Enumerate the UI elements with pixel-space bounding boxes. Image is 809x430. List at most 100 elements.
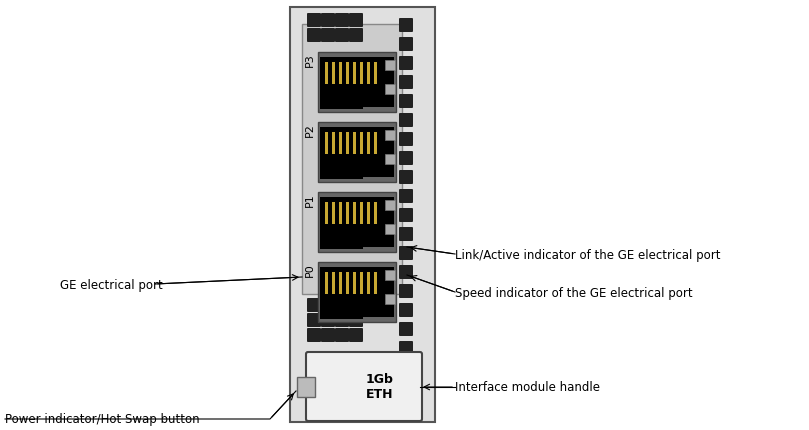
Bar [360, 272, 363, 294]
FancyBboxPatch shape [321, 298, 335, 312]
FancyBboxPatch shape [307, 298, 321, 312]
Bar [332, 272, 335, 294]
Text: 1Gb
ETH: 1Gb ETH [366, 372, 394, 400]
Bar [320, 58, 394, 108]
FancyBboxPatch shape [307, 328, 321, 342]
FancyBboxPatch shape [335, 313, 349, 327]
FancyBboxPatch shape [335, 298, 349, 312]
FancyBboxPatch shape [335, 14, 349, 28]
Bar [339, 203, 342, 224]
FancyBboxPatch shape [335, 328, 349, 342]
Bar [320, 247, 363, 249]
FancyBboxPatch shape [399, 360, 413, 374]
Bar [353, 63, 356, 85]
FancyBboxPatch shape [399, 57, 413, 71]
Bar [302, 25, 402, 294]
Bar [367, 63, 370, 85]
Bar [320, 317, 363, 319]
FancyBboxPatch shape [399, 398, 413, 412]
FancyBboxPatch shape [307, 14, 321, 28]
FancyBboxPatch shape [399, 152, 413, 166]
FancyBboxPatch shape [349, 313, 363, 327]
Bar [374, 133, 377, 155]
FancyBboxPatch shape [399, 38, 413, 52]
Text: P2: P2 [305, 123, 315, 137]
Bar [339, 133, 342, 155]
Bar [346, 133, 349, 155]
Bar [346, 272, 349, 294]
FancyBboxPatch shape [399, 284, 413, 298]
Bar [385, 200, 395, 211]
FancyBboxPatch shape [399, 341, 413, 355]
Bar [385, 61, 395, 71]
Bar [325, 203, 328, 224]
Text: Speed indicator of the GE electrical port: Speed indicator of the GE electrical por… [455, 286, 693, 299]
Bar [332, 203, 335, 224]
Bar [385, 155, 395, 165]
Bar [339, 63, 342, 85]
FancyBboxPatch shape [321, 29, 335, 43]
FancyBboxPatch shape [349, 298, 363, 312]
Text: P0: P0 [305, 262, 315, 276]
Bar [346, 63, 349, 85]
FancyBboxPatch shape [399, 190, 413, 203]
Bar [325, 272, 328, 294]
FancyBboxPatch shape [399, 209, 413, 222]
FancyBboxPatch shape [321, 313, 335, 327]
Bar [353, 203, 356, 224]
Bar [360, 63, 363, 85]
FancyBboxPatch shape [306, 352, 422, 421]
Bar [367, 272, 370, 294]
Text: Link/Active indicator of the GE electrical port: Link/Active indicator of the GE electric… [455, 248, 721, 261]
Bar [353, 272, 356, 294]
FancyBboxPatch shape [399, 379, 413, 393]
Bar [325, 133, 328, 155]
FancyBboxPatch shape [399, 19, 413, 33]
Bar [332, 133, 335, 155]
FancyBboxPatch shape [399, 246, 413, 261]
Bar [367, 133, 370, 155]
Bar [385, 270, 395, 280]
Bar [346, 203, 349, 224]
FancyBboxPatch shape [399, 303, 413, 317]
Bar [374, 63, 377, 85]
FancyBboxPatch shape [399, 76, 413, 90]
Bar [320, 197, 394, 247]
Bar [320, 178, 363, 180]
Bar [360, 133, 363, 155]
FancyBboxPatch shape [399, 227, 413, 241]
Bar [353, 133, 356, 155]
Text: Interface module handle: Interface module handle [455, 381, 600, 393]
Text: GE electrical port: GE electrical port [60, 278, 163, 291]
FancyBboxPatch shape [399, 114, 413, 128]
FancyBboxPatch shape [307, 313, 321, 327]
FancyBboxPatch shape [399, 95, 413, 109]
Bar [325, 63, 328, 85]
Bar [318, 123, 396, 183]
FancyBboxPatch shape [349, 328, 363, 342]
Text: P3: P3 [305, 53, 315, 67]
FancyBboxPatch shape [321, 328, 335, 342]
Bar [297, 377, 315, 397]
Bar [332, 63, 335, 85]
FancyBboxPatch shape [321, 14, 335, 28]
Bar [320, 128, 394, 178]
FancyBboxPatch shape [335, 29, 349, 43]
Bar [374, 203, 377, 224]
FancyBboxPatch shape [399, 171, 413, 184]
Bar [385, 85, 395, 95]
Bar [339, 272, 342, 294]
Text: P1: P1 [305, 193, 315, 206]
Bar [290, 8, 435, 422]
Bar [367, 203, 370, 224]
FancyBboxPatch shape [399, 265, 413, 280]
Bar [374, 272, 377, 294]
Bar [360, 203, 363, 224]
Bar [318, 53, 396, 113]
Bar [320, 267, 394, 317]
FancyBboxPatch shape [349, 14, 363, 28]
Bar [318, 193, 396, 252]
Bar [320, 108, 363, 110]
FancyBboxPatch shape [399, 322, 413, 336]
Bar [385, 131, 395, 141]
